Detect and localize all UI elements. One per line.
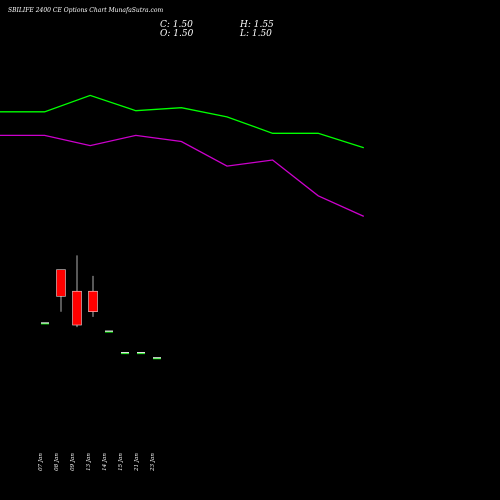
- green-indicator-line: [0, 94, 364, 149]
- x-tick-label: 15 Jan: [118, 453, 124, 471]
- x-tick-label: 14 Jan: [102, 453, 108, 471]
- chart-title: SBILIFE 2400 CE Options Chart MunafaSutr…: [8, 7, 164, 14]
- x-tick-label: 07 Jan: [38, 453, 44, 471]
- x-tick-label: 13 Jan: [86, 453, 92, 471]
- high-value: H: 1.55: [240, 20, 274, 30]
- x-tick-label: 23 Jan: [150, 453, 156, 472]
- candle-body: [88, 290, 98, 312]
- candle-body: [56, 269, 66, 297]
- x-tick-label: 08 Jan: [54, 453, 60, 471]
- close-value: C: 1.50: [160, 20, 193, 30]
- x-tick-label: 21 Jan: [134, 453, 140, 472]
- candle-body: [72, 290, 82, 326]
- low-value: L: 1.50: [240, 29, 272, 39]
- magenta-indicator-line: [0, 134, 365, 217]
- open-value: O: 1.50: [160, 29, 194, 39]
- x-tick-label: 09 Jan: [70, 453, 76, 471]
